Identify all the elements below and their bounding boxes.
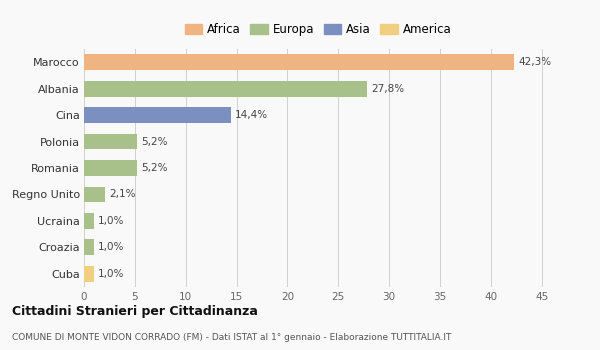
Bar — [84, 107, 230, 123]
Bar — [84, 213, 94, 229]
Text: 5,2%: 5,2% — [141, 136, 167, 147]
Text: COMUNE DI MONTE VIDON CORRADO (FM) - Dati ISTAT al 1° gennaio - Elaborazione TUT: COMUNE DI MONTE VIDON CORRADO (FM) - Dat… — [12, 332, 451, 342]
Legend: Africa, Europa, Asia, America: Africa, Europa, Asia, America — [182, 21, 454, 38]
Bar — [84, 81, 367, 97]
Text: 2,1%: 2,1% — [109, 189, 136, 200]
Bar — [84, 54, 514, 70]
Text: Cittadini Stranieri per Cittadinanza: Cittadini Stranieri per Cittadinanza — [12, 304, 258, 317]
Bar — [84, 266, 94, 282]
Text: 14,4%: 14,4% — [235, 110, 268, 120]
Bar — [84, 134, 137, 149]
Text: 5,2%: 5,2% — [141, 163, 167, 173]
Bar — [84, 239, 94, 255]
Bar — [84, 187, 106, 202]
Bar — [84, 160, 137, 176]
Text: 42,3%: 42,3% — [518, 57, 551, 67]
Text: 1,0%: 1,0% — [98, 269, 125, 279]
Text: 1,0%: 1,0% — [98, 216, 125, 226]
Text: 27,8%: 27,8% — [371, 84, 404, 94]
Text: 1,0%: 1,0% — [98, 242, 125, 252]
